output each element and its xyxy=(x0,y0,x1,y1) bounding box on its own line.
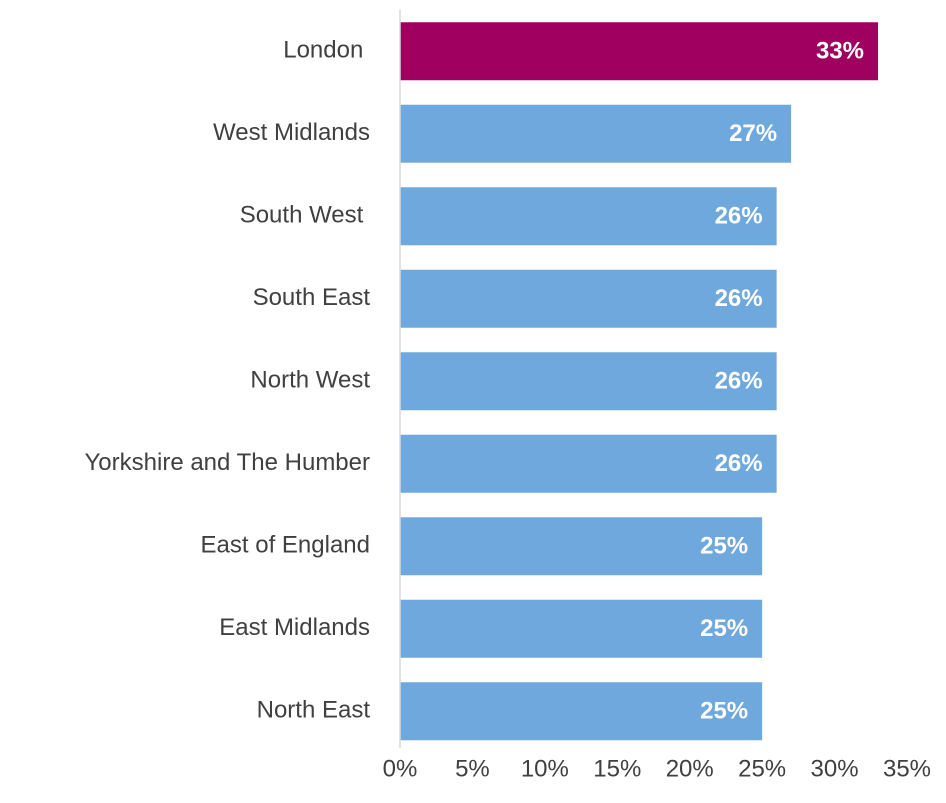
value-label: 26% xyxy=(715,285,763,312)
category-label: North West xyxy=(250,367,370,394)
value-label: 26% xyxy=(715,203,763,230)
bar xyxy=(400,22,879,81)
category-label: South East xyxy=(253,284,371,311)
x-tick-label: 5% xyxy=(455,755,490,782)
value-label: 26% xyxy=(715,368,763,395)
bar xyxy=(400,187,777,246)
value-label: 25% xyxy=(700,698,748,725)
bar xyxy=(400,517,763,576)
value-label: 27% xyxy=(729,120,777,147)
value-label: 33% xyxy=(816,38,864,65)
value-label: 25% xyxy=(700,533,748,560)
category-label: South West xyxy=(240,202,370,229)
x-tick-label: 0% xyxy=(383,755,418,782)
value-label: 26% xyxy=(715,450,763,477)
bar xyxy=(400,352,777,411)
category-label: East of England xyxy=(201,532,370,559)
bar xyxy=(400,434,777,493)
bar xyxy=(400,269,777,328)
category-label: West Midlands xyxy=(213,119,370,146)
x-tick-label: 35% xyxy=(883,755,931,782)
x-tick-label: 15% xyxy=(593,755,641,782)
bar xyxy=(400,104,792,163)
x-tick-label: 20% xyxy=(666,755,714,782)
value-label: 25% xyxy=(700,615,748,642)
bar xyxy=(400,682,763,741)
bar xyxy=(400,599,763,658)
category-label: London xyxy=(283,37,370,64)
x-tick-label: 10% xyxy=(521,755,569,782)
x-tick-label: 30% xyxy=(811,755,859,782)
category-label: North East xyxy=(257,697,371,724)
category-label: East Midlands xyxy=(219,614,370,641)
category-label: Yorkshire and The Humber xyxy=(85,449,371,476)
x-tick-label: 25% xyxy=(738,755,786,782)
